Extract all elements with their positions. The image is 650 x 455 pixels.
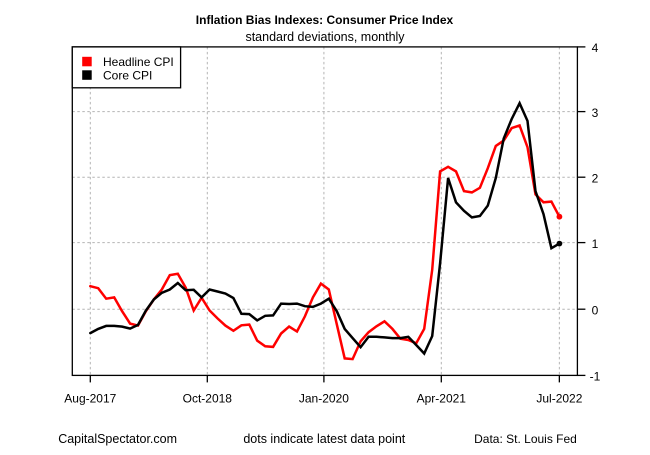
svg-text:Core CPI: Core CPI bbox=[103, 68, 152, 82]
svg-text:standard deviations, monthly: standard deviations, monthly bbox=[245, 30, 405, 44]
svg-text:0: 0 bbox=[592, 303, 599, 317]
svg-text:Data: St. Louis Fed: Data: St. Louis Fed bbox=[474, 432, 577, 446]
svg-text:Jan-2020: Jan-2020 bbox=[299, 391, 349, 405]
svg-text:Oct-2018: Oct-2018 bbox=[183, 391, 233, 405]
svg-text:Aug-2017: Aug-2017 bbox=[64, 391, 116, 405]
svg-text:-1: -1 bbox=[590, 370, 601, 384]
svg-text:Apr-2021: Apr-2021 bbox=[417, 391, 467, 405]
svg-text:CapitalSpectator.com: CapitalSpectator.com bbox=[58, 432, 177, 446]
svg-text:Headline CPI: Headline CPI bbox=[103, 55, 174, 69]
svg-text:4: 4 bbox=[592, 41, 599, 55]
svg-text:Inflation Bias Indexes: Consum: Inflation Bias Indexes: Consumer Price I… bbox=[196, 13, 454, 27]
svg-text:1: 1 bbox=[592, 237, 599, 251]
svg-text:2: 2 bbox=[592, 171, 599, 185]
svg-text:3: 3 bbox=[592, 106, 599, 120]
svg-text:Jul-2022: Jul-2022 bbox=[536, 391, 582, 405]
svg-text:dots indicate latest data poin: dots indicate latest data point bbox=[243, 432, 405, 446]
